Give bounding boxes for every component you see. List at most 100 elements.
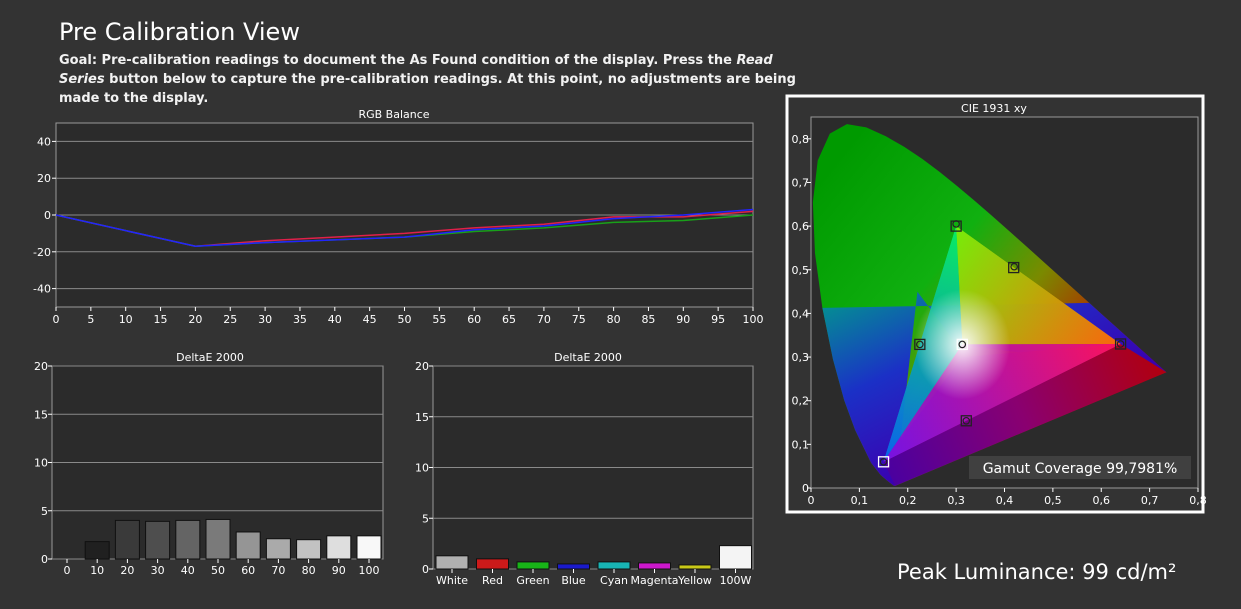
de2-x-label: 100W (720, 574, 752, 587)
deltae-grayscale-x-labels: 0 10 20 30 40 50 60 70 80 90 100 (64, 564, 380, 577)
cie-chart-title: CIE 1931 xy (961, 102, 1027, 115)
cie-y-tick-label: 0,8 (792, 133, 810, 146)
cie-x-tick-label: 0,4 (996, 494, 1014, 507)
de1-bar (326, 535, 352, 560)
deltae-colors-x-labels: White Red Green Blue Cyan Magenta Yellow 100W (436, 574, 752, 587)
cie-gamut-triangle (883, 226, 1121, 462)
rgb-x-tick-label: 30 (258, 313, 272, 326)
rgb-y-tick-label: 20 (37, 172, 51, 185)
de2-x-label: Yellow (677, 574, 712, 587)
rgb-y-tick-label: -20 (33, 246, 51, 259)
de2-x-label: Blue (561, 574, 586, 587)
de2-y-tick-label: 15 (415, 411, 429, 424)
rgb-x-tick-label: 20 (188, 313, 202, 326)
de2-bar (719, 545, 752, 570)
de2-bar (435, 555, 469, 570)
rgb-y-tick-label: 40 (37, 135, 51, 148)
rgb-x-tick-label: 10 (119, 313, 133, 326)
de1-x-label: 70 (271, 564, 285, 577)
de2-bar (516, 561, 550, 570)
de1-x-label: 60 (241, 564, 255, 577)
rgb-x-tick-label: 65 (502, 313, 516, 326)
de1-bar (205, 518, 231, 560)
de1-y-tick-label: 5 (41, 505, 48, 518)
de1-x-label: 80 (302, 564, 316, 577)
rgb-x-tick-label: 100 (743, 313, 764, 326)
cie-y-tick-label: 0 (802, 482, 809, 495)
cie-measured-point (1116, 340, 1125, 348)
rgb-y-tick-label: -40 (33, 283, 51, 296)
de2-x-label: Green (516, 574, 549, 587)
page-title: Pre Calibration View (59, 18, 300, 46)
rgb-y-tick-label: 0 (44, 209, 51, 222)
deltae-colors-bars (435, 545, 752, 573)
cie-y-tick-label: 0,1 (792, 438, 810, 451)
gamut-white-glow (914, 289, 1011, 400)
cie-x-tick-label: 0,1 (851, 494, 869, 507)
cie-measured-point (962, 416, 971, 425)
de1-y-tick-label: 15 (34, 408, 48, 421)
rgb-x-tick-label: 70 (537, 313, 551, 326)
deltae-grayscale-y-labels: 20 15 10 5 0 (34, 360, 48, 566)
cie-x-tick-label: 0,8 (1189, 494, 1207, 507)
rgb-series-line (55, 208, 754, 248)
de1-y-tick-label: 0 (41, 553, 48, 566)
cie-y-tick-label: 0,4 (792, 307, 810, 320)
de2-bar (638, 562, 671, 570)
de1-bar (265, 538, 291, 560)
rgb-x-tick-label: 25 (223, 313, 237, 326)
cie-measured-point (958, 340, 967, 349)
cie-target-square (1008, 261, 1020, 274)
cie-x-tick-label: 0,6 (1093, 494, 1111, 507)
rgb-x-tick-label: 80 (607, 313, 621, 326)
rgb-x-tick-label: 60 (467, 313, 481, 326)
gamut-coverage-label: Gamut Coverage 99,7981% (983, 461, 1178, 477)
goal-prefix: Goal: Pre-calibration readings to docume… (59, 53, 737, 68)
de1-x-label: 10 (90, 564, 104, 577)
rgb-y-tick-labels: 40 20 0 -20 -40 (33, 135, 51, 295)
cie-x-tick-label: 0,7 (1141, 494, 1159, 507)
cie-y-tick-label: 0,7 (792, 176, 810, 189)
rgb-grid (52, 140, 754, 311)
de1-bar (145, 520, 171, 560)
deltae-grayscale-grid (48, 365, 383, 560)
cie-target-square (877, 456, 890, 468)
de2-bar (557, 563, 590, 570)
cie-measured-point (1010, 262, 1018, 271)
rgb-x-tick-label: 35 (293, 313, 307, 326)
rgb-x-tick-label: 5 (87, 313, 94, 326)
rgb-x-tick-label: 15 (154, 313, 168, 326)
rgb-x-tick-labels: 0 5 10 15 20 25 30 35 40 45 50 55 60 65 70 75 80 85 90 95 10… (53, 313, 764, 326)
rgb-x-tick-label: 0 (53, 313, 60, 326)
rgb-x-tick-label: 90 (676, 313, 690, 326)
de2-y-tick-label: 20 (415, 360, 429, 373)
cie-target-square (960, 415, 972, 427)
deltae-colors-title: DeltaE 2000 (554, 351, 622, 364)
cie-measured-point (952, 220, 960, 228)
de1-x-label: 20 (120, 564, 134, 577)
de2-x-label: Magenta (630, 574, 678, 587)
de1-x-label: 0 (64, 564, 71, 577)
de1-bar (114, 519, 140, 560)
deltae-grayscale-chart: DeltaE 2000 0 10 20 30 40 50 60 70 80 90 100 20151… (34, 351, 384, 577)
cie-x-tick-label: 0,3 (947, 494, 965, 507)
cie-1931-chart: CIE 1931 xy 0 0,1 0,2 0,3 0,4 0,5 0,6 0,7 0,8 0,… (785, 94, 1207, 514)
rgb-x-tick-label: 40 (328, 313, 342, 326)
deltae-grayscale-title: DeltaE 2000 (176, 351, 244, 364)
de2-x-label: Red (482, 574, 503, 587)
de1-bar (175, 519, 201, 560)
de2-bar (476, 558, 509, 570)
goal-read-series-emphasis: Read Series (59, 53, 773, 87)
deltae-grayscale-bars (66, 518, 382, 563)
de1-bar (296, 539, 322, 560)
cie-y-tick-label: 0,2 (792, 395, 810, 408)
de1-x-label: 40 (181, 564, 195, 577)
cie-y-tick-label: 0,6 (792, 220, 810, 233)
de1-x-label: 30 (151, 564, 165, 577)
cie-target-square (914, 338, 926, 351)
de1-bar (356, 535, 382, 560)
cie-target-square (1114, 338, 1127, 350)
cie-x-tick-label: 0,2 (899, 494, 917, 507)
cie-y-tick-label: 0,5 (792, 264, 810, 277)
rgb-x-tick-label: 95 (711, 313, 725, 326)
